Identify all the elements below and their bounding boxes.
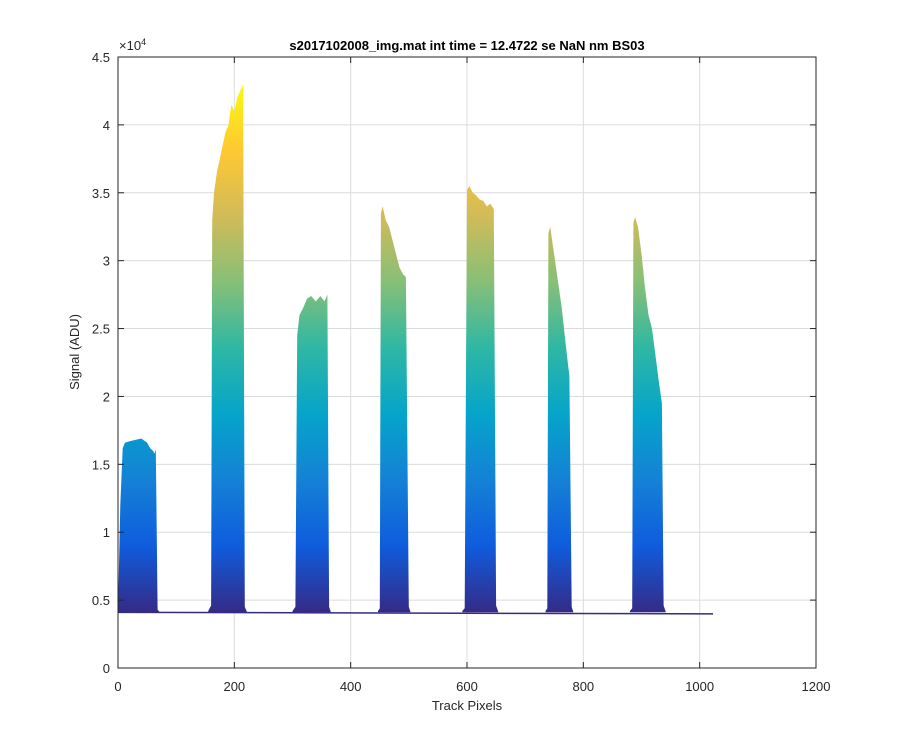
- x-tick-label: 400: [340, 679, 362, 694]
- x-axis-label: Track Pixels: [432, 698, 503, 713]
- x-tick-label: 1200: [802, 679, 831, 694]
- y-tick-label: 0.5: [92, 593, 110, 608]
- y-axis-exponent: ×104: [119, 37, 146, 53]
- x-tick-label: 0: [114, 679, 121, 694]
- y-tick-label: 1: [103, 525, 110, 540]
- chart-title: s2017102008_img.mat int time = 12.4722 s…: [289, 38, 644, 53]
- plot-areas: [118, 84, 666, 613]
- y-tick-label: 3.5: [92, 186, 110, 201]
- x-tick-label: 600: [456, 679, 478, 694]
- y-axis-exponent-base: ×10: [119, 38, 141, 53]
- y-tick-label: 0: [103, 661, 110, 676]
- signal-peak-2: [208, 84, 248, 613]
- baseline-trace: [117, 611, 714, 615]
- signal-peak-3: [292, 294, 331, 613]
- signal-peak-6: [545, 226, 574, 613]
- x-tick-label: 200: [223, 679, 245, 694]
- signal-peak-1: [118, 438, 160, 613]
- y-tick-label: 4: [103, 118, 110, 133]
- y-tick-label: 4.5: [92, 50, 110, 65]
- signal-peak-5: [462, 186, 499, 613]
- y-tick-label: 3: [103, 254, 110, 269]
- x-axis-ticks: 0 200 400 600 800 1000 1200: [114, 57, 830, 694]
- x-tick-label: 1000: [685, 679, 714, 694]
- x-tick-label: 800: [572, 679, 594, 694]
- y-tick-label: 1.5: [92, 457, 110, 472]
- y-tick-label: 2.5: [92, 322, 110, 337]
- y-axis-ticks: 0 0.5 1 1.5 2 2.5 3 3.5 4 4.5: [92, 50, 816, 676]
- signal-peak-4: [378, 206, 411, 613]
- signal-peak-7: [629, 217, 666, 613]
- y-axis-label: Signal (ADU): [67, 314, 82, 390]
- y-tick-label: 2: [103, 389, 110, 404]
- y-axis-exponent-power: 4: [141, 37, 146, 47]
